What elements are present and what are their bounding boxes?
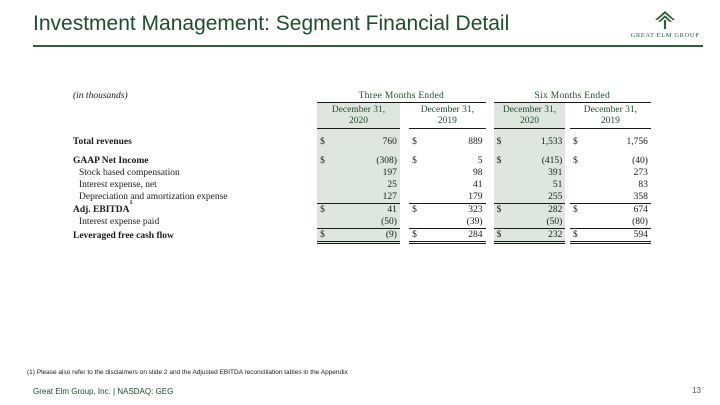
title-rule <box>33 45 703 47</box>
group-header-three-months: Three Months Ended <box>317 89 486 103</box>
table-row: Total revenues $ 760 $ 889 $ 1,533 $ 1,7… <box>73 136 648 148</box>
column-header: December 31, 2020 <box>493 102 566 129</box>
footnote: (1) Please also refer to the disclaimers… <box>27 369 348 376</box>
slide-title: Investment Management: Segment Financial… <box>33 12 510 35</box>
row-label: Stock based compensation <box>79 168 180 178</box>
table-row: Leveraged free cash flow $ (9) $ 284 $ 2… <box>73 228 651 244</box>
row-label: Total revenues <box>73 137 132 147</box>
logo-text: GREAT ELM GROUP <box>630 32 700 39</box>
row-label: Depreciation and amortization expense <box>79 192 228 203</box>
row-label: Interest expense paid <box>79 217 160 228</box>
segment-financial-table: (in thousands) Three Months Ended Six Mo… <box>73 89 651 244</box>
footnote-mark: 1 <box>129 199 133 206</box>
column-header: December 31, 2019 <box>409 102 486 129</box>
column-header: December 31, 2019 <box>569 102 651 129</box>
units-label: (in thousands) <box>73 90 128 101</box>
group-header-six-months: Six Months Ended <box>493 89 651 103</box>
row-label: Interest expense, net <box>79 180 157 190</box>
table-row: GAAP Net Income $ (308) $ 5 $ (415) $ (4… <box>73 155 648 167</box>
table-row: Depreciation and amortization expense 12… <box>73 191 651 204</box>
elm-tree-icon <box>655 11 675 29</box>
table-row: Interest expense paid (50) (39) (50) (80… <box>73 216 651 229</box>
column-header: December 31, 2020 <box>317 102 400 129</box>
row-label: Leveraged free cash flow <box>73 230 174 241</box>
row-label: Adj. EBITDA1 <box>73 199 133 215</box>
page-number: 13 <box>692 386 701 395</box>
row-label: GAAP Net Income <box>73 156 149 166</box>
table-row: Stock based compensation 197 98 391 273 <box>73 167 651 179</box>
company-logo: GREAT ELM GROUP <box>622 8 708 42</box>
table-row: Adj. EBITDA1 $ 41 $ 323 $ 282 $ 674 <box>73 199 648 216</box>
footer-company: Great Elm Group, Inc. | NASDAQ: GEG <box>33 387 174 396</box>
table-row: Interest expense, net 25 41 51 83 <box>73 179 651 191</box>
